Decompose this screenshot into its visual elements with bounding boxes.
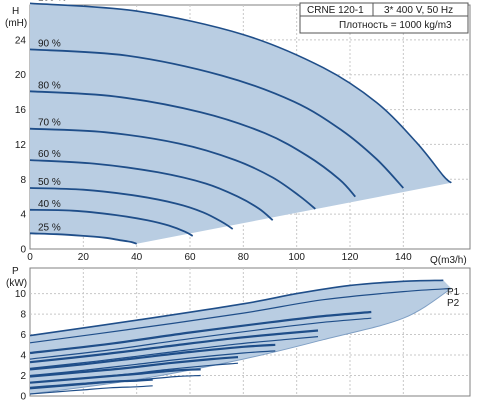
head-tick-label: 4 bbox=[20, 210, 26, 221]
power-speed-curve bbox=[29, 343, 276, 371]
head-panel: 0 20 40 60 80 100 120 140 0 4 8 12 16 20 24 100 % 90 % 8… bbox=[5, 0, 471, 266]
power-p1-curve bbox=[29, 279, 444, 337]
power-tick-label: 6 bbox=[20, 330, 26, 341]
power-speed-curve-p2 bbox=[29, 336, 319, 369]
head-tick-label: 0 bbox=[20, 245, 26, 256]
head-curve-60pct bbox=[29, 159, 274, 221]
head-curve-50pct bbox=[29, 187, 234, 230]
head-tick-label: 8 bbox=[20, 175, 26, 186]
power-curves bbox=[29, 279, 452, 395]
power-tick-label: 10 bbox=[15, 289, 27, 300]
head-curve-40pct bbox=[29, 208, 194, 237]
power-p2-curve bbox=[29, 287, 452, 344]
power-speed-curve-p2 bbox=[29, 350, 276, 377]
power-speed-curve bbox=[29, 368, 201, 384]
power-speed-curve-p2 bbox=[29, 317, 372, 360]
p2-label: P2 bbox=[447, 298, 460, 309]
p1-label: P1 bbox=[447, 287, 460, 298]
power-axis-symbol: P bbox=[12, 266, 19, 277]
pump-info-box: CRNE 120-1 3* 400 V, 50 Hz Плотность = 1… bbox=[299, 2, 469, 34]
flow-tick-label: 120 bbox=[342, 252, 359, 263]
head-curve-80pct bbox=[29, 90, 356, 198]
power-lower-boundary bbox=[29, 288, 452, 395]
power-speed-curve bbox=[29, 378, 153, 389]
flow-tick-label: 0 bbox=[27, 252, 33, 263]
flow-tick-label: 40 bbox=[131, 252, 143, 263]
head-tick-label: 20 bbox=[15, 70, 27, 81]
speed-label: 70 % bbox=[38, 118, 61, 129]
power-speed-curve bbox=[29, 310, 372, 355]
speed-label: 80 % bbox=[38, 80, 61, 91]
power-panel: 0 2 4 6 8 10 P (kW) P1 P2 bbox=[6, 266, 471, 400]
head-curve-100pct bbox=[29, 2, 452, 184]
speed-label: 90 % bbox=[38, 38, 61, 49]
head-tick-label: 24 bbox=[15, 35, 27, 46]
speed-label: 40 % bbox=[38, 199, 61, 210]
head-axis-unit: (mH) bbox=[5, 18, 27, 29]
power-speed-curve bbox=[29, 356, 239, 378]
speed-label: 60 % bbox=[38, 149, 61, 160]
power-tick-label: 2 bbox=[20, 371, 26, 382]
head-curve-70pct bbox=[29, 127, 316, 210]
power-speed-curve-p2 bbox=[29, 385, 153, 395]
speed-percent-labels: 100 % 90 % 80 % 70 % 60 % 50 % 40 % 25 % bbox=[38, 0, 66, 233]
power-axis-unit: (kW) bbox=[6, 278, 27, 289]
speed-label: 50 % bbox=[38, 177, 61, 188]
flow-axis-label: Q(m3/h) bbox=[430, 255, 467, 266]
density-label: Плотность = 1000 kg/m3 bbox=[339, 20, 452, 31]
head-curves bbox=[29, 2, 452, 245]
flow-tick-label: 100 bbox=[288, 252, 305, 263]
flow-tick-label: 20 bbox=[78, 252, 90, 263]
head-tick-label: 16 bbox=[15, 105, 27, 116]
speed-label: 25 % bbox=[38, 222, 61, 233]
flow-tick-label: 80 bbox=[238, 252, 250, 263]
pump-supply-label: 3* 400 V, 50 Hz bbox=[384, 5, 453, 16]
power-tick-label: 0 bbox=[20, 392, 26, 400]
power-ticks: 0 2 4 6 8 10 bbox=[15, 289, 27, 400]
head-curve-90pct bbox=[29, 48, 404, 189]
head-tick-label: 12 bbox=[15, 140, 27, 151]
flow-tick-label: 140 bbox=[395, 252, 412, 263]
head-axis-symbol: H bbox=[12, 6, 19, 17]
power-speed-curve bbox=[29, 329, 319, 364]
head-ticks: 0 20 40 60 80 100 120 140 0 4 8 12 16 20 24 bbox=[15, 35, 412, 263]
speed-label: 100 % bbox=[38, 0, 66, 3]
head-curve-25pct bbox=[29, 232, 138, 245]
power-tick-label: 4 bbox=[20, 351, 26, 362]
pump-model-label: CRNE 120-1 bbox=[307, 5, 364, 16]
flow-tick-label: 60 bbox=[184, 252, 196, 263]
power-tick-label: 8 bbox=[20, 310, 26, 321]
